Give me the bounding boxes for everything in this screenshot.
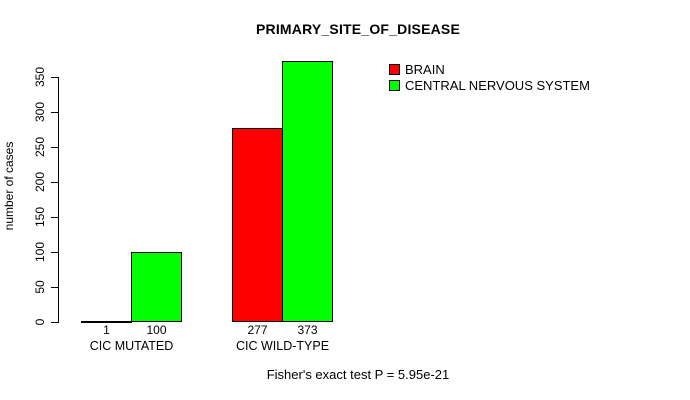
bar-value-label: 277 (247, 323, 268, 337)
y-tick-label: 200 (33, 171, 47, 193)
bar-value-label: 373 (297, 323, 318, 337)
y-tick-mark (51, 182, 58, 183)
bar-cic-wild-type-brain (232, 128, 283, 322)
y-tick-mark (51, 147, 58, 148)
legend-swatch-brain (389, 64, 400, 75)
y-tick-mark (51, 77, 58, 78)
y-tick-label: 250 (33, 136, 47, 158)
legend-label-brain: BRAIN (405, 62, 445, 77)
y-tick-mark (51, 112, 58, 113)
y-tick-label: 350 (33, 66, 47, 88)
bar-cic-mutated-central-nervous-system (131, 252, 182, 322)
category-label-cic-wild-type: CIC WILD-TYPE (235, 339, 330, 353)
y-tick-label: 50 (33, 280, 47, 294)
chart-title: PRIMARY_SITE_OF_DISEASE (255, 21, 461, 37)
legend-swatch-central-nervous-system (389, 80, 400, 91)
y-tick-label: 150 (33, 206, 47, 228)
category-label-cic-mutated: CIC MUTATED (89, 339, 174, 353)
bar-value-label: 1 (103, 323, 110, 337)
legend-label-central-nervous-system: CENTRAL NERVOUS SYSTEM (405, 78, 590, 93)
y-tick-mark (51, 287, 58, 288)
y-axis-line (58, 77, 59, 323)
y-tick-mark (51, 217, 58, 218)
y-axis-title: number of cases (2, 141, 16, 231)
y-tick-label: 100 (33, 241, 47, 263)
stat-test-note: Fisher's exact test P = 5.95e-21 (266, 367, 450, 382)
y-tick-label: 0 (33, 318, 47, 326)
y-tick-mark (51, 322, 58, 323)
bar-value-label: 100 (146, 323, 167, 337)
bar-cic-wild-type-central-nervous-system (282, 61, 333, 322)
y-tick-label: 300 (33, 101, 47, 123)
bar-cic-mutated-brain (81, 321, 132, 323)
y-tick-mark (51, 252, 58, 253)
